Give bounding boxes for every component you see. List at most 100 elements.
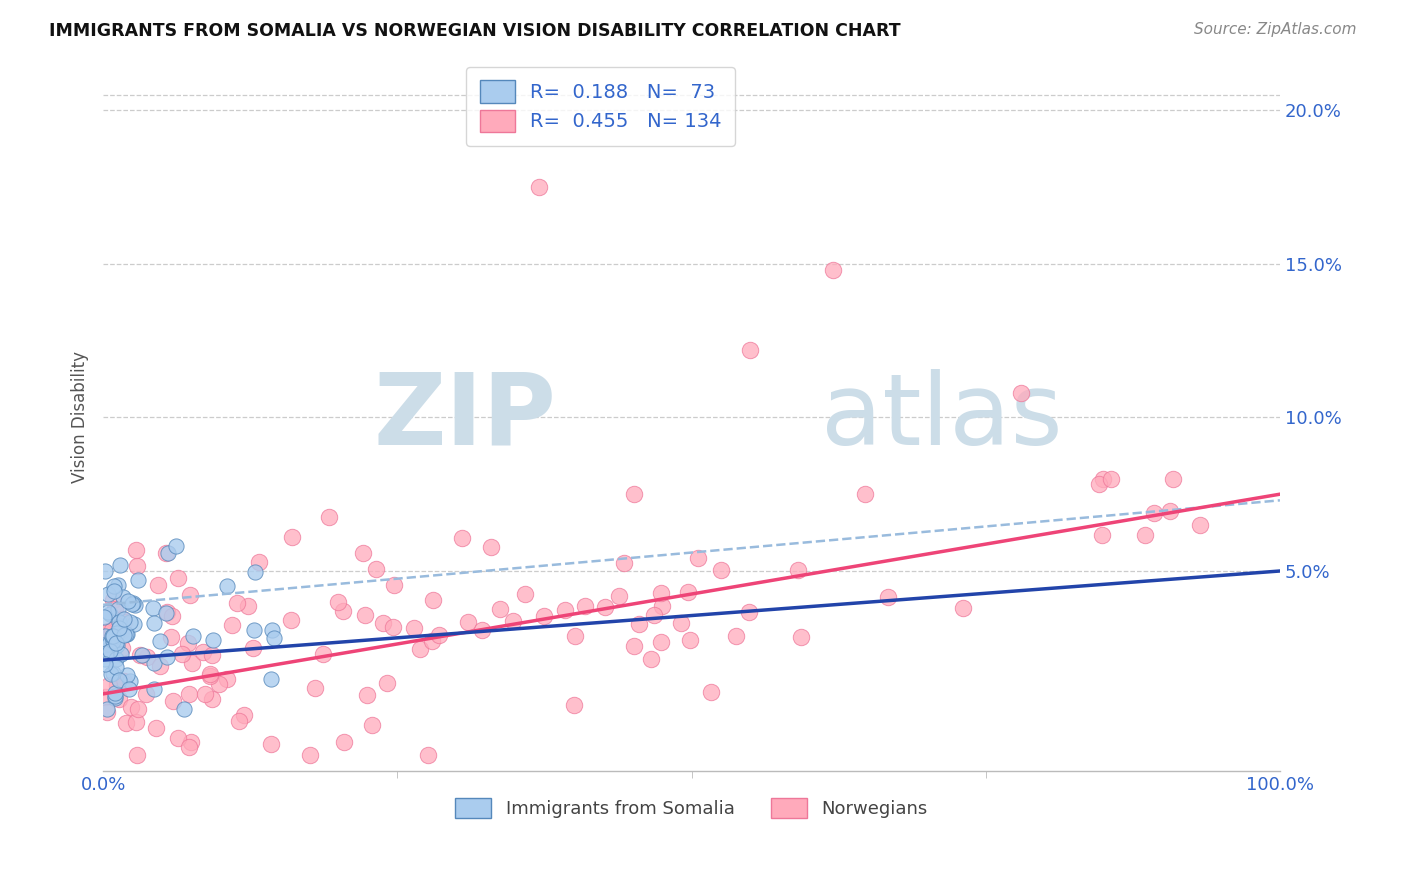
Point — [98, 607, 121, 622]
Point — [354, 608, 377, 623]
Point — [242, 623, 264, 637]
Point — [1091, 528, 1114, 542]
Point — [699, 685, 721, 699]
Point — [156, 650, 179, 665]
Point — [155, 606, 177, 620]
Point — [111, 612, 134, 626]
Point — [131, 648, 153, 663]
Point — [101, 629, 124, 643]
Point — [640, 651, 662, 665]
Point — [112, 612, 135, 626]
Point — [259, 672, 281, 686]
Point — [103, 579, 125, 593]
Point — [127, 702, 149, 716]
Point — [110, 624, 132, 638]
Point — [108, 691, 131, 706]
Point — [104, 689, 127, 703]
Point — [145, 721, 167, 735]
Point — [427, 627, 450, 641]
Point — [318, 509, 340, 524]
Point — [263, 631, 285, 645]
Point — [595, 600, 617, 615]
Point — [333, 735, 356, 749]
Point — [676, 585, 699, 599]
Point — [142, 682, 165, 697]
Point — [179, 588, 201, 602]
Point — [104, 660, 127, 674]
Point — [194, 687, 217, 701]
Point — [97, 643, 120, 657]
Point — [124, 598, 146, 612]
Point — [93, 638, 115, 652]
Point — [96, 706, 118, 720]
Point — [952, 600, 974, 615]
Point — [554, 603, 576, 617]
Point — [121, 597, 143, 611]
Point — [1142, 506, 1164, 520]
Point — [180, 735, 202, 749]
Point — [725, 629, 748, 643]
Point — [627, 617, 650, 632]
Point — [96, 625, 118, 640]
Point — [105, 678, 128, 692]
Point — [853, 487, 876, 501]
Point — [107, 673, 129, 687]
Point — [409, 641, 432, 656]
Point — [1091, 472, 1114, 486]
Point — [149, 633, 172, 648]
Point — [104, 602, 127, 616]
Text: ZIP: ZIP — [374, 369, 557, 466]
Point — [124, 715, 146, 730]
Point — [108, 622, 131, 636]
Point — [217, 673, 239, 687]
Point — [821, 263, 844, 277]
Point — [1159, 504, 1181, 518]
Point — [332, 604, 354, 618]
Point — [97, 637, 120, 651]
Point — [94, 657, 117, 671]
Point — [740, 343, 762, 357]
Point — [114, 627, 136, 641]
Point — [236, 599, 259, 614]
Point — [651, 599, 673, 613]
Point — [93, 652, 115, 666]
Point — [609, 589, 631, 603]
Point — [177, 687, 200, 701]
Y-axis label: Vision Disability: Vision Disability — [72, 351, 89, 483]
Point — [111, 641, 134, 656]
Point — [247, 555, 270, 569]
Text: IMMIGRANTS FROM SOMALIA VS NORWEGIAN VISION DISABILITY CORRELATION CHART: IMMIGRANTS FROM SOMALIA VS NORWEGIAN VIS… — [49, 22, 901, 40]
Point — [120, 674, 142, 689]
Point — [104, 639, 127, 653]
Point — [422, 593, 444, 607]
Point — [382, 578, 405, 592]
Point — [107, 639, 129, 653]
Point — [108, 615, 131, 629]
Point — [623, 487, 645, 501]
Point — [366, 562, 388, 576]
Point — [127, 748, 149, 763]
Point — [108, 558, 131, 572]
Point — [121, 596, 143, 610]
Point — [105, 626, 128, 640]
Point — [176, 636, 198, 650]
Legend: Immigrants from Somalia, Norwegians: Immigrants from Somalia, Norwegians — [449, 791, 935, 825]
Point — [787, 563, 810, 577]
Point — [643, 607, 665, 622]
Point — [688, 550, 710, 565]
Point — [262, 623, 284, 637]
Point — [515, 587, 537, 601]
Point — [533, 608, 555, 623]
Point — [156, 605, 179, 619]
Point — [416, 748, 439, 763]
Point — [623, 639, 645, 653]
Point — [669, 616, 692, 631]
Point — [146, 578, 169, 592]
Point — [162, 694, 184, 708]
Point — [201, 648, 224, 663]
Point — [135, 687, 157, 701]
Point — [1088, 477, 1111, 491]
Point — [260, 737, 283, 751]
Point — [420, 634, 443, 648]
Point — [191, 645, 214, 659]
